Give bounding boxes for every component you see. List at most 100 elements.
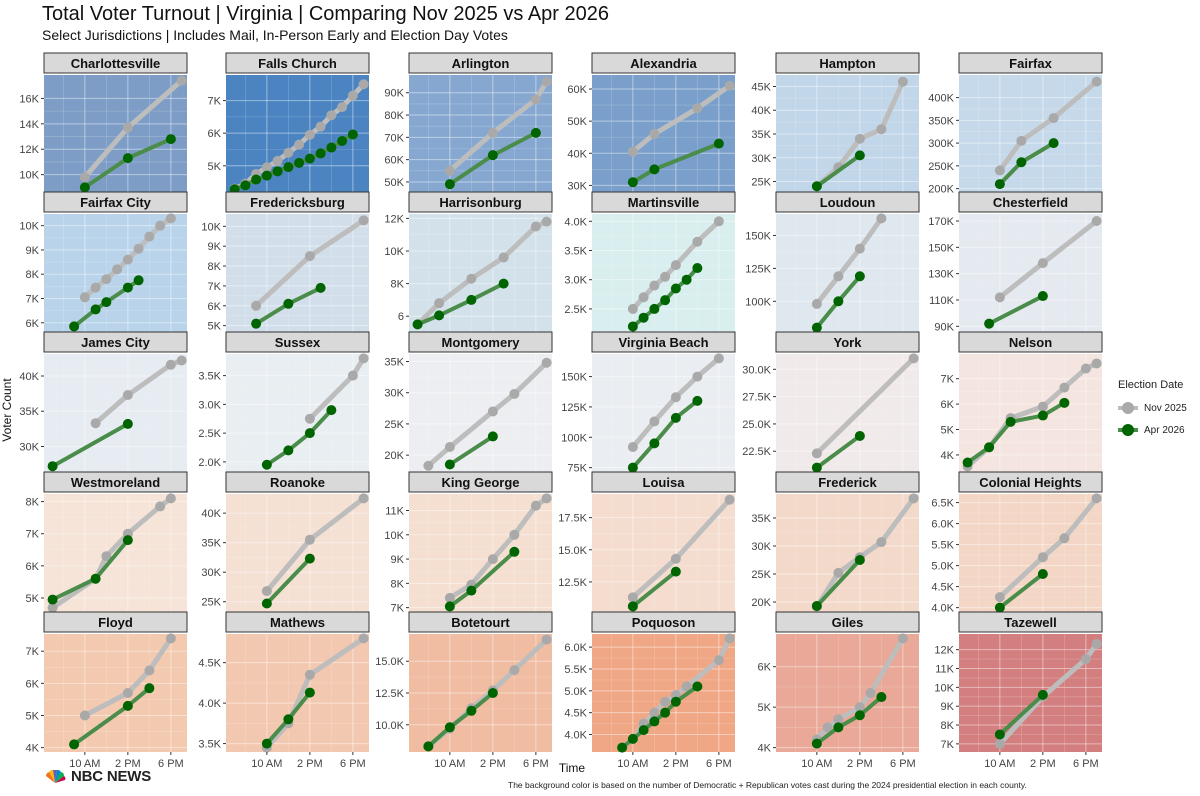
y-tick-label: 7K (208, 281, 222, 293)
point-nov-2025-alexandria (724, 80, 735, 91)
point-nov-2025-king-george (444, 592, 455, 603)
panel-bg-arlington (409, 75, 552, 193)
y-tick-label: 5K (758, 702, 772, 714)
y-tick-label: 8K (391, 578, 405, 590)
strip-montgomery (408, 331, 553, 353)
series-line-nov-2025-colonial-heights (997, 495, 1100, 600)
point-apr-2026-martinsville (627, 321, 638, 332)
point-nov-2025-giles (854, 702, 865, 713)
y-tick-label: 60K (567, 84, 587, 96)
point-nov-2025-floyd (165, 633, 176, 644)
y-tick-label: 10K (384, 246, 404, 258)
point-nov-2025-falls-church (337, 102, 348, 113)
point-apr-2026-fairfax (1048, 138, 1059, 149)
point-apr-2026-westmoreland (47, 594, 58, 605)
y-tick-label: 30.0K (742, 364, 771, 376)
y-tick-label: 6.0K (931, 519, 954, 531)
legend-label-nov: Nov 2025 (1144, 402, 1187, 414)
point-nov-2025-roanoke (261, 586, 272, 597)
point-apr-2026-falls-church (294, 157, 305, 168)
x-tick-label: 10 AM (434, 758, 465, 770)
point-apr-2026-nelson (962, 457, 973, 468)
point-nov-2025-tazewell (1091, 639, 1102, 650)
strip-label-sussex: Sussex (275, 335, 321, 350)
point-nov-2025-harrisonburg (530, 221, 541, 232)
y-tick-label: 4K (941, 450, 955, 462)
point-apr-2026-sussex (326, 405, 337, 416)
point-apr-2026-king-george (444, 601, 455, 612)
y-tick-label: 70K (384, 132, 404, 144)
y-tick-label: 2.5K (198, 428, 221, 440)
point-nov-2025-loudoun (876, 213, 887, 224)
strip-label-king-george: King George (441, 475, 519, 490)
point-apr-2026-falls-church (315, 148, 326, 159)
point-apr-2026-king-george (509, 546, 520, 557)
y-tick-label: 17.5K (558, 513, 587, 525)
y-tick-label: 100K (745, 296, 771, 308)
point-nov-2025-botetourt (509, 665, 520, 676)
point-apr-2026-virginia-beach (692, 395, 703, 406)
point-apr-2026-colonial-heights (1037, 569, 1048, 580)
y-tick-label: 9K (208, 241, 222, 253)
point-nov-2025-mathews (358, 633, 369, 644)
point-nov-2025-fairfax-city (133, 243, 144, 254)
point-apr-2026-botetourt (444, 722, 455, 733)
point-nov-2025-floyd (122, 688, 133, 698)
point-apr-2026-falls-church (347, 129, 358, 140)
point-nov-2025-frederick (908, 493, 919, 504)
y-tick-label: 30K (384, 388, 404, 400)
point-nov-2025-westmoreland (165, 493, 176, 504)
strip-tazewell (958, 611, 1103, 633)
strip-label-mathews: Mathews (270, 615, 325, 630)
strip-label-fredericksburg: Fredericksburg (250, 195, 345, 210)
y-tick-label: 8K (941, 720, 955, 732)
point-nov-2025-poquoson (660, 696, 671, 707)
point-apr-2026-poquoson (627, 733, 638, 744)
point-apr-2026-giles (876, 692, 887, 703)
point-nov-2025-colonial-heights (994, 592, 1005, 603)
point-nov-2025-poquoson (681, 681, 692, 692)
y-tick-label: 2.0K (198, 457, 221, 469)
series-line-apr-2026-james-city (50, 421, 130, 469)
x-tick-label: 2 PM (297, 758, 323, 770)
y-tick-label: 35K (201, 538, 221, 550)
y-tick-label: 90K (934, 321, 954, 333)
y-tick-label: 15.0K (375, 656, 404, 668)
x-tick-label: 10 AM (251, 758, 282, 770)
y-tick-label: 5.0K (564, 686, 587, 698)
point-nov-2025-poquoson (724, 633, 735, 644)
strip-floyd (43, 611, 188, 633)
y-tick-label: 8K (391, 279, 405, 291)
point-nov-2025-loudoun (833, 271, 844, 282)
strip-fairfax-city (43, 191, 188, 213)
point-nov-2025-montgomery (423, 460, 434, 471)
y-tick-label: 10.0K (375, 720, 404, 732)
y-tick-label: 6.5K (931, 498, 954, 510)
strip-label-montgomery: Montgomery (442, 335, 521, 350)
point-nov-2025-james-city (176, 355, 187, 366)
y-tick-label: 50K (384, 177, 404, 189)
series-line-apr-2026-hampton (814, 153, 862, 189)
point-nov-2025-fairfax-city (165, 213, 176, 224)
point-apr-2026-sussex (261, 459, 272, 470)
point-apr-2026-virginia-beach (627, 462, 638, 473)
point-nov-2025-james-city (165, 359, 176, 370)
point-nov-2025-falls-church (315, 121, 326, 132)
point-nov-2025-hampton (854, 133, 865, 144)
point-nov-2025-arlington (541, 76, 552, 87)
point-nov-2025-fairfax-city (122, 254, 133, 265)
x-tick-label: 2 PM (1030, 758, 1056, 770)
y-tick-label: 7K (941, 739, 955, 751)
y-tick-label: 110K (929, 295, 955, 307)
strip-label-fairfax-city: Fairfax City (80, 195, 152, 210)
strip-fairfax (958, 52, 1103, 74)
point-nov-2025-sussex (347, 370, 358, 381)
point-apr-2026-james-city (122, 418, 133, 429)
point-nov-2025-charlottesville (79, 172, 90, 183)
panel-bg-james-city (44, 354, 187, 472)
point-nov-2025-martinsville (713, 216, 724, 227)
point-nov-2025-floyd (79, 710, 90, 721)
point-apr-2026-montgomery (487, 431, 498, 442)
point-apr-2026-falls-church (337, 136, 348, 147)
point-nov-2025-chesterfield (1037, 258, 1048, 269)
